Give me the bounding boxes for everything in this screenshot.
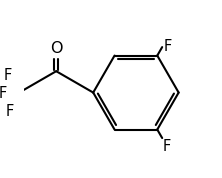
Text: O: O — [50, 41, 62, 56]
Text: F: F — [4, 68, 12, 83]
Text: F: F — [6, 104, 14, 119]
Text: F: F — [163, 139, 171, 155]
Text: F: F — [0, 86, 7, 101]
Text: F: F — [164, 39, 172, 54]
